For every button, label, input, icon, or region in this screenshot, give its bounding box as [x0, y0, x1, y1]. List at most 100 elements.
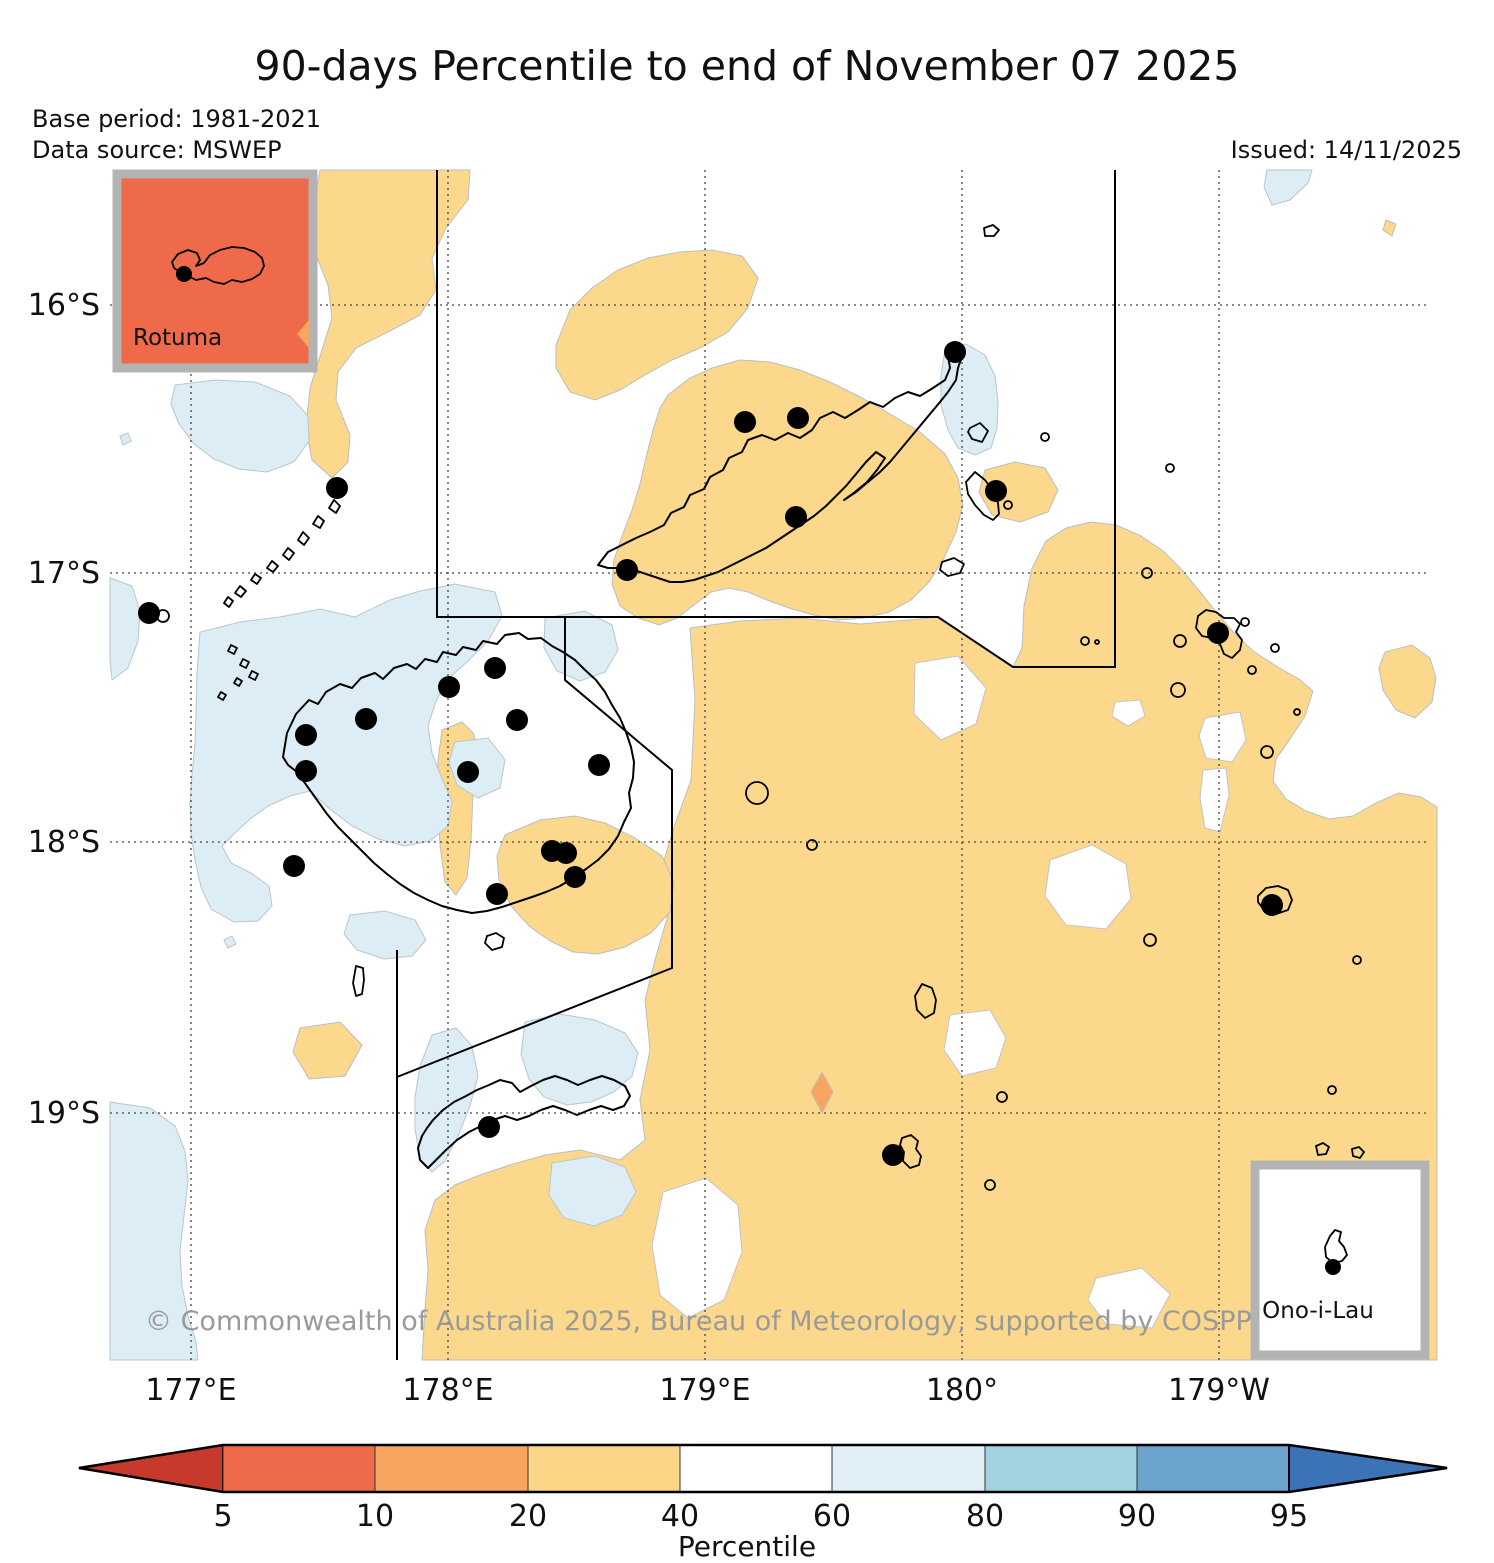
- island-outline: [1270, 643, 1280, 653]
- region-20-40: [1378, 644, 1437, 719]
- region-60-80: [109, 1101, 199, 1361]
- colorbar-segment: [679, 1444, 833, 1493]
- station-dot: [985, 480, 1007, 502]
- region-20-40: [611, 359, 964, 626]
- ono-i-lau-inset-box: [1250, 1160, 1430, 1360]
- region-20-40: [555, 249, 759, 401]
- island-outline: [983, 224, 1000, 237]
- region-40-60: [1199, 767, 1230, 833]
- page-title: 90-days Percentile to end of November 07…: [255, 42, 1240, 90]
- station-dot: [484, 657, 506, 679]
- island-outline: [1143, 933, 1157, 947]
- island-outline: [996, 1091, 1008, 1103]
- boundary-lines: [396, 170, 1116, 1360]
- region-10-20: [810, 1070, 834, 1115]
- beqa-island: [484, 932, 505, 951]
- region-20-40: [292, 1021, 363, 1080]
- island-outline: [745, 781, 769, 805]
- region-40-60: [651, 1177, 743, 1319]
- station-dot: [787, 407, 809, 429]
- station-dot: [283, 855, 305, 877]
- region-60-80: [1263, 169, 1313, 206]
- ono-i-lau-inset-label: Ono-i-Lau: [1262, 1298, 1374, 1324]
- rabi-coastline: [967, 422, 989, 443]
- region-40-60: [943, 1009, 1007, 1077]
- region-60-80: [189, 583, 503, 923]
- colorbar-tick: 40: [661, 1499, 699, 1534]
- rotuma-station-dot: [176, 266, 192, 282]
- colorbar: 5 10 20 40 60 80 90 95 Percentile: [78, 1443, 1448, 1563]
- station-dot: [555, 842, 577, 864]
- region-60-80: [548, 1155, 637, 1227]
- issued-label: Issued: 14/11/2025: [1231, 136, 1462, 164]
- lat-tick: 16°S: [28, 288, 100, 323]
- island-outline: [1247, 665, 1257, 675]
- copyright-text: © Commonwealth of Australia 2025, Bureau…: [145, 1306, 1282, 1337]
- station-dot: [616, 559, 638, 581]
- colorbar-outline: [78, 1443, 1448, 1494]
- island-outline: [1315, 1142, 1365, 1159]
- vatulele-island: [352, 965, 365, 997]
- island-outline: [1352, 955, 1362, 965]
- yasawa-islands: [223, 499, 341, 608]
- region-40-60: [1044, 844, 1132, 930]
- island-outline: [1165, 463, 1175, 473]
- region-60-80: [223, 935, 237, 949]
- island-outline: [1293, 708, 1301, 716]
- lat-tick: 19°S: [28, 1096, 100, 1131]
- station-dot: [944, 341, 966, 363]
- station-dot: [486, 883, 508, 905]
- rotuma-inset-orange-patch: [297, 320, 309, 348]
- colorbar-segment: [984, 1444, 1138, 1493]
- island-outline: [1080, 636, 1090, 646]
- base-period-label: Base period: 1981-2021: [32, 105, 321, 133]
- gridline-layer: [110, 170, 1428, 1360]
- region-60-80: [520, 1013, 639, 1106]
- division-boundary-east: [396, 617, 673, 1078]
- lat-tick: 18°S: [28, 825, 100, 860]
- colorbar-tick: 95: [1270, 1499, 1308, 1534]
- colorbar-segment: [831, 1444, 986, 1493]
- island-outline: [1240, 617, 1250, 627]
- colorbar-tick: 90: [1118, 1499, 1156, 1534]
- rotuma-inset-label: Rotuma: [133, 325, 222, 351]
- lon-tick: 178°E: [402, 1373, 493, 1408]
- station-dots: [138, 341, 1283, 1166]
- station-dot: [295, 724, 317, 746]
- colorbar-tick: 5: [213, 1499, 232, 1534]
- rotuma-inset: Rotuma: [112, 169, 318, 373]
- station-dot: [478, 1116, 500, 1138]
- kadavu-coastline: [417, 1075, 631, 1169]
- station-dot: [355, 708, 377, 730]
- region-40-60: [1087, 1267, 1171, 1329]
- lon-tick: 179°W: [1168, 1373, 1270, 1408]
- colorbar-axis-label: Percentile: [678, 1530, 816, 1563]
- data-source-label: Data source: MSWEP: [32, 136, 282, 164]
- mamanuca-islands: [217, 644, 259, 701]
- division-boundary-north: [436, 170, 1116, 668]
- island-outline: [1327, 1085, 1337, 1095]
- colorbar-tick: 20: [509, 1499, 547, 1534]
- island-outline: [984, 1179, 996, 1191]
- station-dot: [1207, 622, 1229, 644]
- region-20-40: [305, 169, 471, 479]
- lon-tick: 180°: [926, 1373, 998, 1408]
- region-60-80: [109, 577, 141, 681]
- percentile-blue-layer: [109, 169, 1313, 1361]
- station-dot: [326, 477, 348, 499]
- station-dot: [457, 761, 479, 783]
- colorbar-tick: 10: [356, 1499, 394, 1534]
- axis-labels: 16°S 17°S 18°S 19°S 177°E 178°E 179°E 18…: [28, 288, 1270, 1408]
- region-60-80: [543, 610, 619, 682]
- island-outline: [1040, 432, 1050, 442]
- lon-tick: 177°E: [145, 1373, 236, 1408]
- moala-island: [899, 1134, 922, 1169]
- station-dot: [882, 1144, 904, 1166]
- region-60-80: [170, 379, 310, 473]
- island-outline: [1260, 745, 1274, 759]
- lat-tick: 17°S: [28, 556, 100, 591]
- colorbar-tick: 60: [813, 1499, 851, 1534]
- region-60-80: [343, 910, 427, 960]
